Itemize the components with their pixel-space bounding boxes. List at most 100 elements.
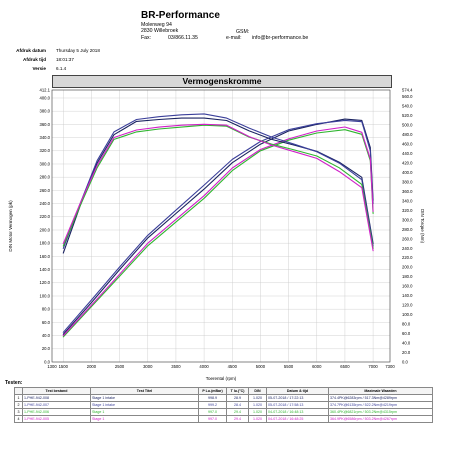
company-address-2: 2830 Willebroek — [141, 28, 179, 34]
table-row[interactable]: 1 1-PHE-942-008 Stage 1 intake 998.9 28.9 1.0… — [14, 394, 433, 402]
y2-tick-label: 574.4 — [402, 87, 413, 92]
y2-tick-label: 500.0 — [402, 123, 413, 128]
row-index: 4 — [14, 415, 23, 423]
x-tick-label: 4500 — [228, 364, 238, 369]
row-date: 04-07-2018 / 16:48:25 — [266, 415, 329, 423]
table-row[interactable]: 4 1-PHE-942-005 Stage 1 997.0 29.4 1.020 04-07… — [14, 415, 433, 423]
row-pressure: 997.0 — [198, 415, 227, 423]
tests-table: Test bestand Test Titel P Lu.(mBar) T lu… — [14, 387, 433, 423]
y-tick-label: 240.0 — [40, 201, 51, 206]
x-tick-label: 7000 — [368, 364, 378, 369]
series-line-torque-2 — [62, 113, 374, 249]
y2-tick-label: 200.0 — [402, 265, 413, 270]
tel-value: 03/866.11.35 — [168, 35, 198, 41]
y2-tick-label: 120.0 — [402, 303, 413, 308]
col-header-pressure: P Lu.(mBar) — [198, 387, 227, 395]
meta-value-date: Thursday 5 July 2018 — [56, 48, 100, 53]
row-file: 1-PHE-942-005 — [22, 415, 91, 423]
x-tick-label: 2500 — [115, 364, 125, 369]
series-group — [62, 113, 374, 338]
y-axis-label: DIN Motor Vermogen (pk) — [8, 200, 13, 252]
y-tick-label: 200.0 — [40, 227, 51, 232]
row-index: 1 — [14, 394, 23, 402]
y-tick-label: 280.0 — [40, 175, 51, 180]
col-header-title: Test Titel — [90, 387, 199, 395]
company-address-1: Molenweg 94 — [141, 22, 172, 28]
y-tick-label: 220.0 — [40, 214, 51, 219]
y2-tick-label: 40.0 — [402, 340, 411, 345]
y2-tick-label: 380.0 — [402, 179, 413, 184]
row-date: 05-07-2018 / 17:58:13 — [266, 401, 329, 409]
series-line-torque-4 — [62, 123, 374, 252]
y2-tick-label: 280.0 — [402, 227, 413, 232]
row-file: 1-PHE-942-007 — [22, 401, 91, 409]
col-header-din: DIN — [248, 387, 267, 395]
x-tick-label: 5000 — [256, 364, 266, 369]
row-pressure: 999.2 — [198, 401, 227, 409]
axis-group: 412.1 400.0 380.0 360.0 340.0 320.0 300.0 280.0… — [40, 87, 414, 369]
y2-tick-label: 260.0 — [402, 236, 413, 241]
col-header-index — [14, 387, 23, 395]
row-max: 374.4PK@6283rpm / 517.3Nm@4289rpm — [328, 394, 433, 402]
row-temp: 29.4 — [226, 415, 249, 423]
y-tick-label: 400.0 — [40, 95, 51, 100]
row-max: 364.9PK@6586rpm / 503.2Nm@4267rpm — [328, 415, 433, 423]
y2-tick-label: 100.0 — [402, 312, 413, 317]
x-tick-label: 3000 — [143, 364, 153, 369]
gsm-label: GSM: — [236, 29, 250, 35]
y-tick-label: 320.0 — [40, 148, 51, 153]
row-din: 1.020 — [248, 415, 267, 423]
col-header-file: Test bestand — [22, 387, 91, 395]
y-tick-label: 60.0 — [42, 320, 51, 325]
x-tick-label: 1300 — [47, 364, 57, 369]
col-header-date: Datum & tijd — [266, 387, 329, 395]
y2-tick-label: 160.0 — [402, 284, 413, 289]
y2-axis-label: DIN Torque (Nm) — [420, 209, 425, 243]
row-date: 05-07-2018 / 17:22:13 — [266, 394, 329, 402]
row-din: 1.020 — [248, 394, 267, 402]
row-pressure: 998.9 — [198, 394, 227, 402]
y2-tick-label: 480.0 — [402, 132, 413, 137]
y-tick-label: 380.0 — [40, 109, 51, 114]
meta-key-time: Afdruk tijd — [23, 57, 46, 62]
y-tick-label: 360.0 — [40, 122, 51, 127]
y2-tick-label: 360.0 — [402, 189, 413, 194]
y-tick-label: 412.1 — [40, 87, 51, 92]
x-tick-label: 7300 — [385, 364, 395, 369]
col-header-max: Maximale Waarden — [328, 387, 433, 395]
y-tick-label: 20.0 — [42, 346, 51, 351]
row-title: Stage 1 intake — [90, 394, 199, 402]
y-tick-label: 260.0 — [40, 188, 51, 193]
series-line-power-4 — [62, 126, 374, 337]
email-value: info@br-performance.be — [252, 35, 309, 41]
row-temp: 29.4 — [226, 408, 249, 416]
y2-tick-label: 520.0 — [402, 113, 413, 118]
col-header-temp: T lu.(°C) — [226, 387, 249, 395]
table-row[interactable]: 2 1-PHE-942-007 Stage 1 intake 999.2 28.4 1.0… — [14, 401, 433, 409]
row-index: 3 — [14, 408, 23, 416]
row-temp: 28.4 — [226, 401, 249, 409]
x-tick-label: 1500 — [59, 364, 69, 369]
x-tick-label: 6000 — [312, 364, 322, 369]
company-name: BR-Performance — [141, 10, 220, 21]
chart-title: Vermogenskromme — [52, 75, 392, 88]
y2-tick-label: 140.0 — [402, 293, 413, 298]
y2-tick-label: 300.0 — [402, 217, 413, 222]
table-row[interactable]: 3 1-PHE-942-006 Stage 1 997.0 29.4 1.020 04-07… — [14, 408, 433, 416]
y-tick-label: 140.0 — [40, 267, 51, 272]
y2-tick-label: 60.0 — [402, 331, 411, 336]
y-tick-label: 120.0 — [40, 280, 51, 285]
y-tick-label: 0.0 — [44, 359, 50, 364]
y-tick-label: 160.0 — [40, 254, 51, 259]
row-file: 1-PHE-942-008 — [22, 394, 91, 402]
y2-tick-label: 320.0 — [402, 208, 413, 213]
y-tick-label: 80.0 — [42, 307, 51, 312]
x-tick-label: 5500 — [284, 364, 294, 369]
y2-tick-label: 220.0 — [402, 255, 413, 260]
x-tick-label: 6500 — [340, 364, 350, 369]
y2-tick-label: 460.0 — [402, 142, 413, 147]
series-line-power-1 — [62, 118, 374, 335]
y2-tick-label: 20.0 — [402, 350, 411, 355]
series-line-torque-1 — [62, 117, 374, 254]
meta-value-version: 6.1.4 — [56, 66, 67, 71]
